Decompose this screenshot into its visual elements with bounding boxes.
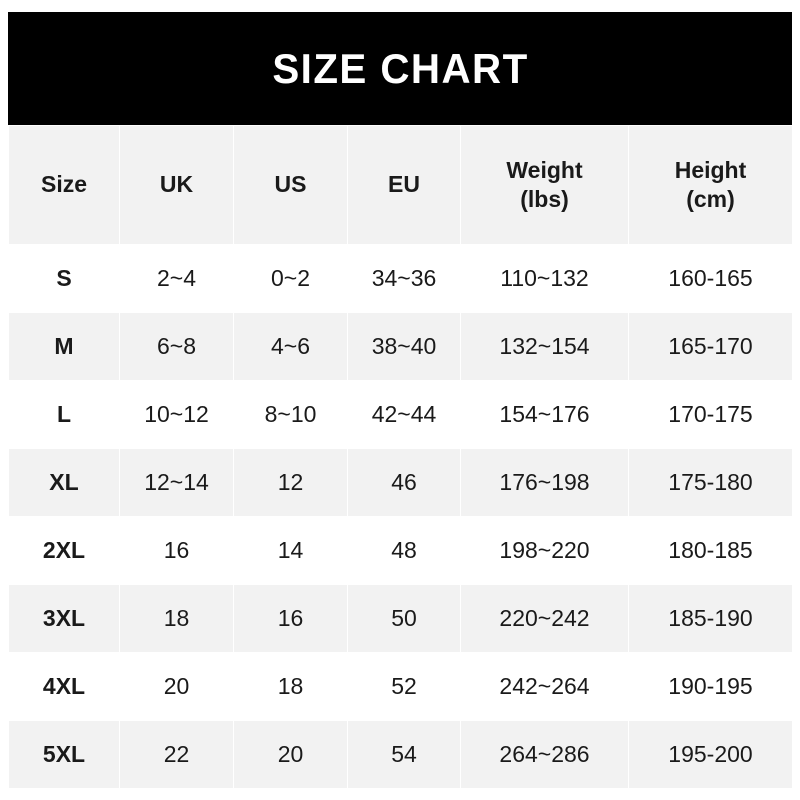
column-header-eu: EU: [347, 125, 461, 245]
cell-size: XL: [8, 448, 120, 517]
table-row: L 10~12 8~10 42~44 154~176 170-175: [8, 380, 793, 449]
column-header-size: Size: [8, 125, 120, 245]
cell-weight: 176~198: [460, 448, 629, 517]
title-banner: SIZE CHART: [8, 12, 792, 125]
cell-eu: 42~44: [347, 380, 461, 449]
cell-uk: 18: [119, 584, 234, 653]
cell-size: S: [8, 244, 120, 313]
cell-uk: 20: [119, 652, 234, 721]
table-header: Size UK US EU Weight (lbs) Height (cm): [8, 125, 793, 245]
cell-us: 18: [233, 652, 348, 721]
cell-height: 170-175: [628, 380, 793, 449]
cell-weight: 242~264: [460, 652, 629, 721]
cell-us: 4~6: [233, 312, 348, 381]
cell-size: 3XL: [8, 584, 120, 653]
cell-height: 185-190: [628, 584, 793, 653]
cell-weight: 264~286: [460, 720, 629, 789]
cell-height: 195-200: [628, 720, 793, 789]
cell-weight: 198~220: [460, 516, 629, 585]
column-header-us: US: [233, 125, 348, 245]
cell-weight: 220~242: [460, 584, 629, 653]
cell-eu: 50: [347, 584, 461, 653]
table-row: 2XL 16 14 48 198~220 180-185: [8, 516, 793, 585]
table-row: XL 12~14 12 46 176~198 175-180: [8, 448, 793, 517]
cell-uk: 12~14: [119, 448, 234, 517]
cell-uk: 6~8: [119, 312, 234, 381]
cell-us: 0~2: [233, 244, 348, 313]
header-label-line1: US: [274, 171, 307, 198]
cell-us: 16: [233, 584, 348, 653]
cell-size: L: [8, 380, 120, 449]
header-label-line1: Height: [674, 156, 747, 183]
cell-height: 190-195: [628, 652, 793, 721]
cell-weight: 132~154: [460, 312, 629, 381]
table-row: 5XL 22 20 54 264~286 195-200: [8, 720, 793, 789]
table-row: S 2~4 0~2 34~36 110~132 160-165: [8, 244, 793, 313]
page-title: SIZE CHART: [271, 44, 529, 92]
table-row: M 6~8 4~6 38~40 132~154 165-170: [8, 312, 793, 381]
header-row: Size UK US EU Weight (lbs) Height (cm): [8, 125, 793, 245]
header-label-line2: (cm): [686, 186, 735, 212]
table-body: S 2~4 0~2 34~36 110~132 160-165 M 6~8 4~…: [8, 244, 793, 789]
cell-eu: 34~36: [347, 244, 461, 313]
header-label-line1: Size: [40, 171, 88, 198]
cell-height: 180-185: [628, 516, 793, 585]
header-label-line1: UK: [159, 171, 194, 198]
table-row: 3XL 18 16 50 220~242 185-190: [8, 584, 793, 653]
cell-height: 165-170: [628, 312, 793, 381]
cell-eu: 52: [347, 652, 461, 721]
cell-uk: 2~4: [119, 244, 234, 313]
cell-size: 5XL: [8, 720, 120, 789]
column-header-weight: Weight (lbs): [460, 125, 629, 245]
cell-weight: 154~176: [460, 380, 629, 449]
cell-size: 4XL: [8, 652, 120, 721]
cell-size: 2XL: [8, 516, 120, 585]
size-chart-table: Size UK US EU Weight (lbs) Height (cm): [8, 125, 793, 789]
cell-us: 8~10: [233, 380, 348, 449]
cell-uk: 16: [119, 516, 234, 585]
cell-us: 14: [233, 516, 348, 585]
cell-us: 20: [233, 720, 348, 789]
table-row: 4XL 20 18 52 242~264 190-195: [8, 652, 793, 721]
cell-eu: 54: [347, 720, 461, 789]
cell-eu: 48: [347, 516, 461, 585]
cell-eu: 38~40: [347, 312, 461, 381]
cell-height: 175-180: [628, 448, 793, 517]
column-header-height: Height (cm): [628, 125, 793, 245]
cell-size: M: [8, 312, 120, 381]
cell-weight: 110~132: [460, 244, 629, 313]
cell-us: 12: [233, 448, 348, 517]
cell-uk: 10~12: [119, 380, 234, 449]
cell-eu: 46: [347, 448, 461, 517]
cell-uk: 22: [119, 720, 234, 789]
header-label-line1: Weight: [506, 156, 583, 183]
header-label-line1: EU: [388, 171, 420, 198]
column-header-uk: UK: [119, 125, 234, 245]
cell-height: 160-165: [628, 244, 793, 313]
header-label-line2: (lbs): [520, 186, 569, 212]
